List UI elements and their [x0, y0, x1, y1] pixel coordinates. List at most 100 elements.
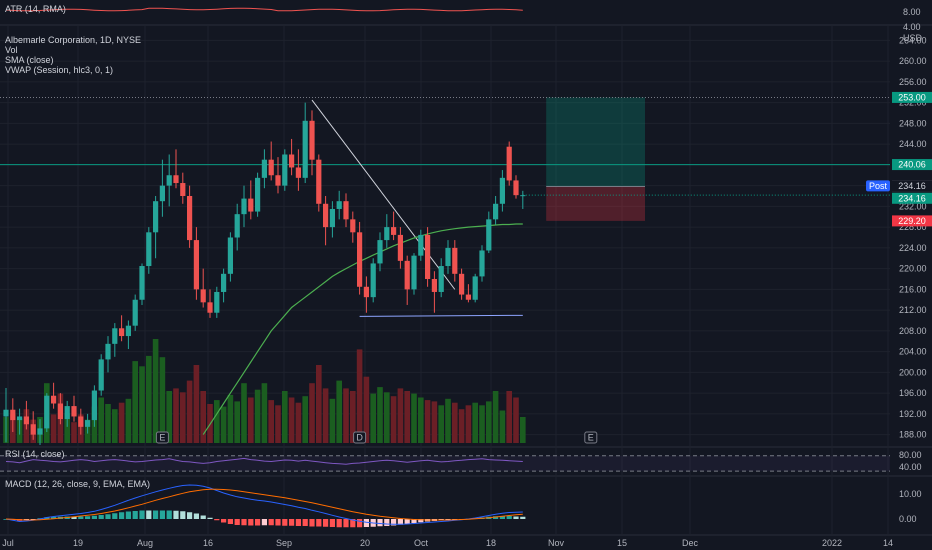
volume-bar — [152, 339, 159, 443]
macd-histogram-bar — [275, 519, 281, 526]
macd-histogram-bar — [139, 510, 145, 519]
time-tick-label: Nov — [548, 538, 565, 548]
candle-body — [302, 120, 308, 178]
candle-body — [452, 247, 458, 274]
volume-bar — [261, 383, 268, 443]
candle-body — [329, 208, 335, 228]
macd-histogram-bar — [391, 519, 397, 526]
volume-bar — [112, 409, 118, 443]
candle-body — [91, 390, 97, 421]
candle-body — [119, 328, 125, 337]
candle-body — [425, 234, 431, 279]
macd-histogram-bar — [105, 514, 111, 519]
macd-histogram-bar — [159, 510, 165, 519]
close-price-tag-bg — [892, 192, 932, 204]
macd-histogram-bar — [384, 519, 390, 526]
volume-bar — [458, 409, 465, 443]
macd-histogram-bar — [234, 519, 240, 525]
candle-body — [268, 159, 274, 176]
target-price-tag-bg — [892, 91, 932, 103]
rsi-tick-label: 80.00 — [899, 450, 922, 460]
macd-signal-line — [5, 488, 523, 521]
price-tick-label: 216.00 — [899, 284, 927, 294]
macd-histogram-bar — [30, 519, 36, 520]
macd-histogram-bar — [316, 519, 322, 527]
macd-histogram-bar — [227, 519, 233, 524]
candle-body — [255, 177, 261, 212]
candle-body — [336, 201, 342, 209]
candle-body — [411, 255, 417, 290]
macd-histogram-bar — [119, 512, 125, 519]
volume-bar — [282, 391, 288, 443]
candle-body — [472, 276, 478, 300]
volume-bar — [71, 422, 77, 443]
currency-label: USD — [903, 33, 923, 43]
vwap-indicator-label: VWAP (Session, hlc3, 0, 1) — [5, 65, 114, 75]
main-legend[interactable]: Albemarle Corporation, 1D, NYSE Vol SMA … — [5, 35, 141, 75]
candle-body — [431, 279, 437, 292]
volume-bar — [397, 388, 404, 443]
candle-body — [132, 299, 138, 326]
macd-histogram-bar — [418, 519, 424, 523]
volume-bar — [431, 401, 438, 443]
macd-histogram-bar — [132, 511, 138, 519]
price-tick-label: 192.00 — [899, 409, 927, 419]
stop-price-tag: 229.20 — [898, 216, 926, 226]
candle-body — [78, 416, 84, 427]
macd-histogram-bar — [336, 519, 342, 528]
candle-body — [499, 177, 505, 204]
volume-bar — [50, 414, 57, 443]
atr-tick-label: 8.00 — [903, 7, 921, 17]
price-tick-label: 256.00 — [899, 77, 927, 87]
candle-body — [384, 227, 390, 241]
candle-body — [125, 325, 131, 337]
price-tick-label: 220.00 — [899, 264, 927, 274]
atr-legend[interactable]: ATR (14, RMA) — [5, 4, 66, 14]
volume-bar — [363, 376, 370, 443]
volume-bar — [248, 397, 254, 443]
macd-histogram-bar — [255, 519, 261, 526]
candle-body — [493, 203, 499, 220]
macd-histogram-bar — [146, 510, 152, 519]
candle-body — [221, 273, 227, 292]
candle-body — [159, 185, 165, 202]
volume-bar — [316, 365, 322, 443]
post-price-tag-bg — [892, 180, 932, 192]
macd-histogram-bar — [153, 510, 159, 519]
macd-histogram-bar — [377, 519, 383, 527]
time-tick-label: 19 — [73, 538, 83, 548]
macd-tick-label: 10.00 — [899, 489, 922, 499]
macd-histogram-bar — [329, 519, 335, 527]
volume-bar — [146, 355, 152, 443]
macd-histogram-bar — [91, 515, 97, 519]
price-tick-label: 260.00 — [899, 56, 927, 66]
candle-body — [153, 201, 159, 233]
candle-body — [363, 286, 369, 298]
volume-bar — [350, 391, 356, 443]
volume-bar — [180, 392, 186, 443]
candle-body — [17, 416, 23, 421]
volume-bar — [377, 387, 383, 443]
macd-legend[interactable]: MACD (12, 26, close, 9, EMA, EMA) — [5, 479, 151, 489]
level-price-tag: 240.06 — [898, 160, 926, 170]
volume-bar — [268, 400, 274, 443]
price-tick-label: 212.00 — [899, 305, 927, 315]
candle-body — [214, 291, 220, 313]
macd-histogram-bar — [493, 516, 499, 519]
rsi-legend[interactable]: RSI (14, close) — [5, 449, 65, 459]
macd-histogram-bar — [411, 519, 417, 523]
volume-bar — [139, 366, 145, 443]
macd-histogram-bar — [513, 516, 519, 519]
time-tick-label: 18 — [486, 538, 496, 548]
volume-bar — [302, 396, 308, 443]
volume-bar — [499, 410, 506, 443]
candle-body — [520, 195, 526, 197]
candle-body — [187, 196, 193, 241]
symbol-title: Albemarle Corporation, 1D, NYSE — [5, 35, 142, 45]
volume-bar — [329, 398, 336, 443]
price-tick-label: 188.00 — [899, 430, 927, 440]
volume-bar — [193, 365, 200, 443]
candle-body — [51, 395, 57, 404]
volume-bar — [214, 400, 220, 443]
